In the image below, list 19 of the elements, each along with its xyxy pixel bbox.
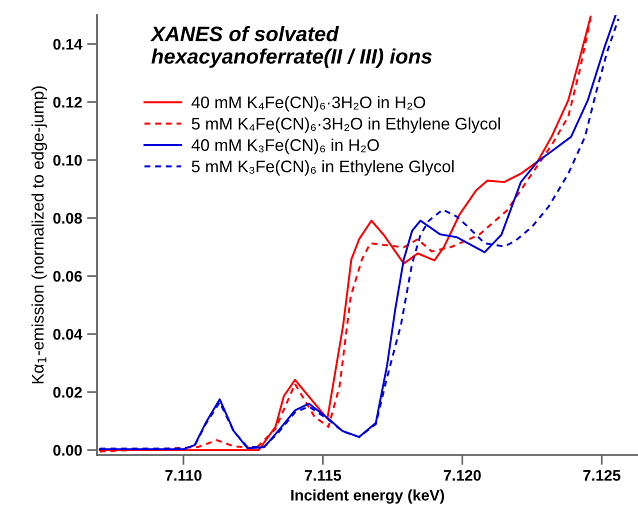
x-tick-label: 7.120	[444, 470, 481, 481]
y-tick-label: 0.12	[53, 96, 82, 108]
legend-label: 40 mM K₃Fe(CN)₆ in H₂O	[192, 138, 379, 154]
text: XANES of solvated hexacyanoferrate(II / III) ions	[150, 26, 432, 68]
y-tick-label: 0.10	[53, 154, 82, 166]
y-tick-label: 0.02	[53, 386, 82, 398]
y-tick-label: 0.04	[53, 328, 82, 340]
legend-label: 5 mM K₄Fe(CN)₆·3H₂O in Ethylene Glycol	[192, 117, 500, 133]
x-tick-label: 7.125	[583, 470, 620, 481]
x-tick-label: 7.115	[304, 470, 342, 481]
y-axis-title: Kα$_{1}$-emission (normalized to edge-jump)	[31, 86, 47, 384]
legend-label: 40 mM K₄Fe(CN)₆·3H₂O in H₂O	[192, 96, 426, 112]
y-tick-label: 0.00	[53, 444, 82, 456]
x-axis-title: Incident energy (keV)	[291, 489, 444, 504]
legend-label: 5 mM K₃Fe(CN)₆ in Ethylene Glycol	[192, 160, 454, 176]
x-tick-label: 7.110	[165, 470, 202, 481]
y-tick-label: 0.08	[53, 212, 82, 224]
y-tick-label: 0.14	[53, 38, 82, 50]
y-tick-label: 0.06	[53, 270, 82, 282]
